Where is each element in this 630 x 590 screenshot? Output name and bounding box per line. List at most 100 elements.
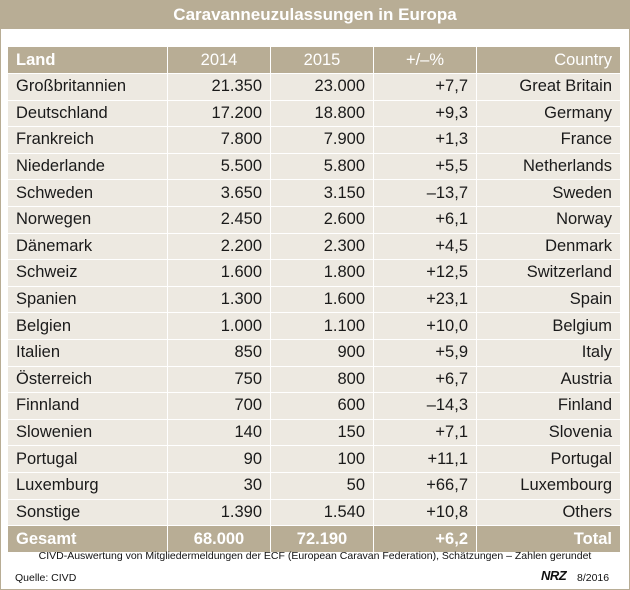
- footnote: CIVD-Auswertung von Mitgliedermeldungen …: [38, 550, 592, 562]
- cell-2014: 17.200: [167, 100, 271, 128]
- cell-2014: 1.600: [167, 259, 271, 287]
- cell-country: France: [476, 126, 620, 154]
- cell-land: Großbritannien: [8, 73, 168, 101]
- table-row: Finnland 700 600 –14,3 Finland: [8, 392, 620, 420]
- cell-country: Portugal: [476, 445, 620, 473]
- cell-land: Luxemburg: [8, 472, 168, 500]
- cell-2015: 100: [270, 445, 374, 473]
- data-table: Land 2014 2015 +/–% Country Großbritanni…: [8, 47, 620, 554]
- cell-change: +23,1: [373, 286, 477, 314]
- cell-country: Spain: [476, 286, 620, 314]
- cell-change: +12,5: [373, 259, 477, 287]
- table-row: Luxemburg 30 50 +66,7 Luxembourg: [8, 472, 620, 500]
- cell-country: Germany: [476, 100, 620, 128]
- cell-2014: 2.200: [167, 233, 271, 261]
- cell-2015: 1.100: [270, 312, 374, 340]
- table-row: Sonstige 1.390 1.540 +10,8 Others: [8, 499, 620, 527]
- cell-change: +5,9: [373, 339, 477, 367]
- cell-2015: 2.300: [270, 233, 374, 261]
- total-row: Gesamt 68.000 72.190 +6,2 Total: [8, 525, 620, 554]
- table-row: Deutschland 17.200 18.800 +9,3 Germany: [8, 100, 620, 128]
- issue-date: 8/2016: [577, 572, 610, 584]
- cell-2014: 1.390: [167, 499, 271, 527]
- cell-change: +66,7: [373, 472, 477, 500]
- cell-2014: 21.350: [167, 73, 271, 101]
- cell-2014: 3.650: [167, 179, 271, 207]
- cell-2015: 3.150: [270, 179, 374, 207]
- cell-country: Belgium: [476, 312, 620, 340]
- cell-change: +7,1: [373, 419, 477, 447]
- brand-logo: NRZ: [541, 568, 567, 583]
- cell-2014: 1.300: [167, 286, 271, 314]
- table-row: Slowenien 140 150 +7,1 Slovenia: [8, 419, 620, 447]
- table-row: Belgien 1.000 1.100 +10,0 Belgium: [8, 312, 620, 340]
- cell-change: +6,7: [373, 366, 477, 394]
- table-row: Niederlande 5.500 5.800 +5,5 Netherlands: [8, 153, 620, 181]
- data-table-wrapper: Land 2014 2015 +/–% Country Großbritanni…: [8, 47, 620, 554]
- total-country: Total: [476, 525, 620, 554]
- total-change: +6,2: [373, 525, 477, 554]
- cell-land: Norwegen: [8, 206, 168, 234]
- cell-country: Netherlands: [476, 153, 620, 181]
- cell-2014: 5.500: [167, 153, 271, 181]
- cell-change: +7,7: [373, 73, 477, 101]
- table-row: Spanien 1.300 1.600 +23,1 Spain: [8, 286, 620, 314]
- cell-country: Slovenia: [476, 419, 620, 447]
- cell-change: +5,5: [373, 153, 477, 181]
- source-credit: Quelle: CIVD: [15, 572, 77, 584]
- table-row: Schweiz 1.600 1.800 +12,5 Switzerland: [8, 259, 620, 287]
- cell-2015: 7.900: [270, 126, 374, 154]
- cell-country: Luxembourg: [476, 472, 620, 500]
- cell-country: Others: [476, 499, 620, 527]
- cell-2014: 90: [167, 445, 271, 473]
- cell-land: Italien: [8, 339, 168, 367]
- cell-change: +9,3: [373, 100, 477, 128]
- table-row: Portugal 90 100 +11,1 Portugal: [8, 445, 620, 473]
- cell-2015: 1.540: [270, 499, 374, 527]
- cell-2015: 800: [270, 366, 374, 394]
- cell-land: Finnland: [8, 392, 168, 420]
- cell-land: Portugal: [8, 445, 168, 473]
- cell-country: Switzerland: [476, 259, 620, 287]
- total-land: Gesamt: [8, 525, 168, 554]
- cell-2014: 850: [167, 339, 271, 367]
- cell-change: –14,3: [373, 392, 477, 420]
- cell-country: Great Britain: [476, 73, 620, 101]
- cell-change: –13,7: [373, 179, 477, 207]
- cell-2014: 2.450: [167, 206, 271, 234]
- cell-land: Frankreich: [8, 126, 168, 154]
- table-row: Schweden 3.650 3.150 –13,7 Sweden: [8, 179, 620, 207]
- cell-land: Schweden: [8, 179, 168, 207]
- table-row: Dänemark 2.200 2.300 +4,5 Denmark: [8, 233, 620, 261]
- cell-2015: 18.800: [270, 100, 374, 128]
- header-change: +/–%: [373, 47, 477, 74]
- cell-2015: 23.000: [270, 73, 374, 101]
- table-row: Großbritannien 21.350 23.000 +7,7 Great Brit…: [8, 73, 620, 101]
- cell-country: Norway: [476, 206, 620, 234]
- header-row: Land 2014 2015 +/–% Country: [8, 47, 620, 74]
- table-row: Frankreich 7.800 7.900 +1,3 France: [8, 126, 620, 154]
- cell-change: +10,0: [373, 312, 477, 340]
- cell-2015: 900: [270, 339, 374, 367]
- cell-land: Deutschland: [8, 100, 168, 128]
- cell-land: Belgien: [8, 312, 168, 340]
- cell-2015: 150: [270, 419, 374, 447]
- cell-country: Denmark: [476, 233, 620, 261]
- cell-change: +6,1: [373, 206, 477, 234]
- cell-2014: 750: [167, 366, 271, 394]
- cell-change: +4,5: [373, 233, 477, 261]
- cell-land: Sonstige: [8, 499, 168, 527]
- chart-title: Caravanneuzulassungen in Europa: [1, 1, 629, 29]
- cell-2014: 7.800: [167, 126, 271, 154]
- header-2015: 2015: [270, 47, 374, 74]
- cell-change: +1,3: [373, 126, 477, 154]
- header-land: Land: [8, 47, 168, 74]
- cell-country: Italy: [476, 339, 620, 367]
- cell-2015: 50: [270, 472, 374, 500]
- cell-change: +11,1: [373, 445, 477, 473]
- cell-2015: 600: [270, 392, 374, 420]
- total-2015: 72.190: [270, 525, 374, 554]
- cell-land: Niederlande: [8, 153, 168, 181]
- cell-land: Spanien: [8, 286, 168, 314]
